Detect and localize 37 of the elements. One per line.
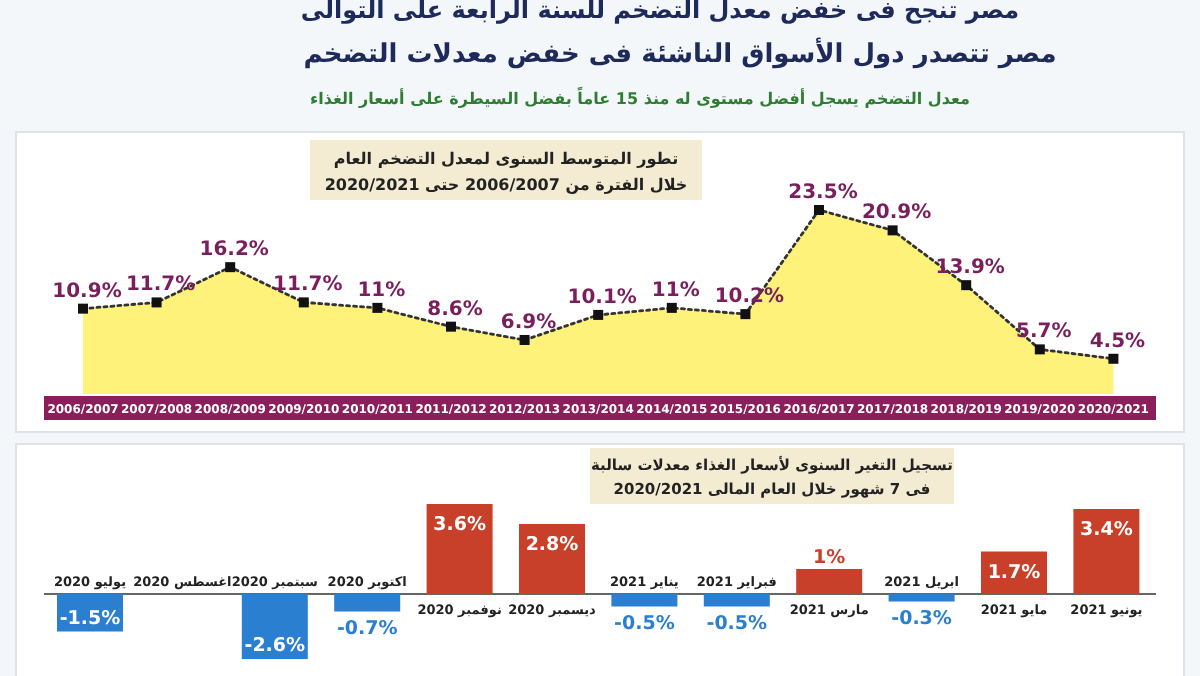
data-label: -0.5% — [706, 612, 769, 635]
data-label: 11% — [651, 279, 700, 302]
data-label: 8.6% — [427, 298, 483, 321]
data-label: -2.6% — [244, 635, 307, 657]
text: مصر تتصدر دول الأسواق الناشئة فى خفض معدلات التضخم — [303, 36, 1057, 70]
data-label: 23.5% — [788, 182, 858, 204]
data-label: -0.3% — [891, 607, 953, 630]
data-label: 3.6% — [433, 514, 487, 536]
data-label: 10.1% — [567, 286, 637, 309]
text: مصر تنجح فى خفض معدل التضخم للسنة الرابعة على التوالى — [300, 0, 1020, 24]
data-label: 20.9% — [861, 202, 932, 225]
data-label: 1% — [813, 547, 847, 569]
bar — [703, 594, 770, 607]
bar — [519, 524, 585, 594]
data-label: 1.7% — [987, 561, 1042, 584]
text: معدل التضخم يسجل أفضل مستوى له منذ 15 عاماً بفضل السيطرة على أسعار الغذاء — [310, 86, 970, 108]
bar — [241, 594, 308, 659]
data-label: 11.7% — [125, 274, 196, 297]
chart-title: تطور المتوسط السنوى لمعدل التضخم العام — [333, 150, 679, 168]
bar — [611, 594, 678, 607]
data-label: 11% — [357, 279, 406, 302]
data-label: -1.5% — [59, 607, 122, 630]
data-label: -0.7% — [336, 617, 399, 640]
data-label: -0.5% — [614, 612, 676, 635]
chart-subtitle: خلال الفترة من 2006/2007 حتى 2020/2021 — [324, 176, 688, 194]
data-label: 4.5% — [1089, 330, 1146, 353]
bar — [426, 504, 493, 594]
bar — [796, 569, 863, 594]
data-label: 16.2% — [199, 239, 269, 262]
bar — [888, 594, 955, 602]
bar — [1073, 509, 1140, 594]
data-label: 11.7% — [273, 274, 343, 297]
data-label: 6.9% — [500, 311, 557, 334]
data-label: 10.9% — [52, 280, 122, 303]
data-label: 3.4% — [1080, 519, 1134, 541]
data-label: 2.8% — [525, 534, 580, 556]
bar — [334, 594, 401, 612]
